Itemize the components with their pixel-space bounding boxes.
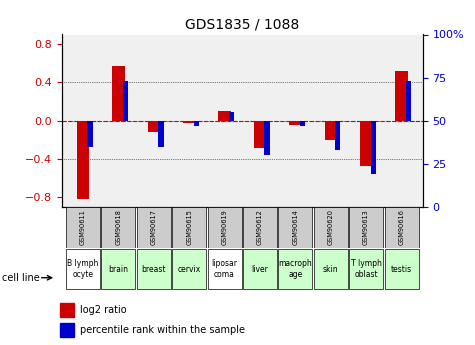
Bar: [254, 121, 266, 148]
Text: percentile rank within the sample: percentile rank within the sample: [80, 325, 245, 335]
Text: breast: breast: [142, 265, 166, 274]
Text: testis: testis: [391, 265, 412, 274]
FancyBboxPatch shape: [314, 249, 348, 289]
Bar: [218, 111, 231, 121]
FancyBboxPatch shape: [243, 207, 277, 248]
FancyBboxPatch shape: [314, 207, 348, 248]
FancyBboxPatch shape: [243, 249, 277, 289]
Text: liver: liver: [251, 265, 268, 274]
FancyBboxPatch shape: [172, 207, 206, 248]
Text: GSM90614: GSM90614: [292, 209, 298, 245]
FancyBboxPatch shape: [208, 249, 242, 289]
FancyBboxPatch shape: [385, 249, 418, 289]
Bar: [229, 112, 234, 121]
Text: cell line: cell line: [2, 273, 40, 283]
Bar: [289, 121, 302, 125]
Text: GSM90615: GSM90615: [186, 209, 192, 245]
Bar: [87, 121, 93, 147]
FancyBboxPatch shape: [349, 207, 383, 248]
FancyBboxPatch shape: [208, 207, 242, 248]
FancyBboxPatch shape: [137, 249, 171, 289]
Bar: [77, 121, 89, 199]
Bar: [360, 121, 372, 166]
Bar: [395, 71, 408, 121]
FancyBboxPatch shape: [101, 207, 135, 248]
Bar: [183, 121, 195, 123]
Text: GSM90616: GSM90616: [399, 209, 405, 245]
Text: macroph
age: macroph age: [278, 259, 312, 279]
Bar: [265, 121, 270, 155]
Text: liposar
coma: liposar coma: [211, 259, 238, 279]
Text: GSM90613: GSM90613: [363, 209, 369, 245]
FancyBboxPatch shape: [278, 207, 313, 248]
Bar: [324, 121, 337, 140]
FancyBboxPatch shape: [385, 207, 418, 248]
Bar: [112, 66, 124, 121]
Bar: [60, 323, 74, 337]
Bar: [406, 81, 411, 121]
Bar: [60, 303, 74, 317]
Text: brain: brain: [108, 265, 128, 274]
Text: T lymph
oblast: T lymph oblast: [351, 259, 381, 279]
Text: skin: skin: [323, 265, 339, 274]
Bar: [194, 121, 199, 126]
FancyBboxPatch shape: [137, 207, 171, 248]
Text: GSM90619: GSM90619: [221, 209, 228, 245]
FancyBboxPatch shape: [66, 249, 100, 289]
Text: GSM90618: GSM90618: [115, 209, 122, 245]
FancyBboxPatch shape: [278, 249, 313, 289]
FancyBboxPatch shape: [349, 249, 383, 289]
Bar: [370, 121, 376, 174]
Bar: [148, 121, 160, 132]
Text: GSM90620: GSM90620: [328, 209, 334, 245]
Title: GDS1835 / 1088: GDS1835 / 1088: [185, 18, 299, 32]
Text: cervix: cervix: [178, 265, 201, 274]
Text: GSM90617: GSM90617: [151, 209, 157, 245]
Text: GSM90612: GSM90612: [257, 209, 263, 245]
FancyBboxPatch shape: [66, 207, 100, 248]
Text: log2 ratio: log2 ratio: [80, 305, 126, 315]
FancyBboxPatch shape: [101, 249, 135, 289]
Bar: [335, 121, 341, 150]
Text: GSM90611: GSM90611: [80, 209, 86, 245]
FancyBboxPatch shape: [172, 249, 206, 289]
Bar: [123, 81, 128, 121]
Bar: [300, 121, 305, 126]
Bar: [158, 121, 163, 147]
Text: B lymph
ocyte: B lymph ocyte: [67, 259, 99, 279]
